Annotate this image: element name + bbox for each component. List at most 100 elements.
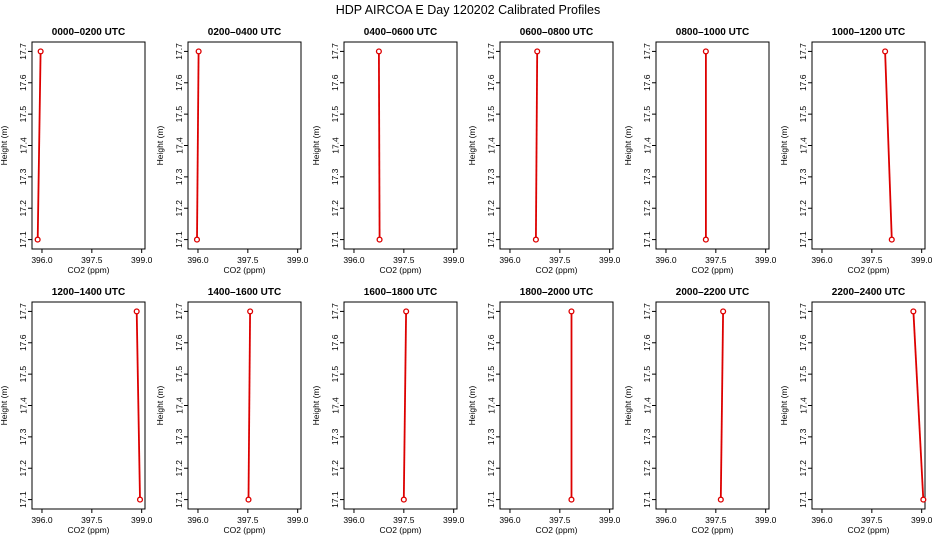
y-tick-label: 17.4 (330, 397, 340, 414)
x-tick-label: 397.5 (81, 515, 103, 525)
y-tick-label: 17.3 (18, 428, 28, 445)
plot-frame (343, 41, 458, 250)
data-point (532, 236, 539, 243)
y-tick-label: 17.2 (798, 200, 808, 217)
plot-frame (187, 301, 302, 510)
figure-title: HDP AIRCOA E Day 120202 Calibrated Profi… (336, 3, 600, 17)
y-tick-label: 17.6 (174, 334, 184, 351)
y-tick-label: 17.5 (486, 106, 496, 123)
x-tick-label: 397.5 (705, 255, 727, 265)
y-tick-label: 17.3 (174, 428, 184, 445)
y-tick-label: 17.1 (486, 491, 496, 508)
y-tick-label: 17.7 (18, 43, 28, 60)
x-axis-label: CO2 (ppm) (223, 525, 265, 535)
x-axis-label: CO2 (ppm) (379, 525, 421, 535)
data-point (193, 236, 201, 243)
x-tick-label: 396.0 (499, 255, 521, 265)
panel-8: 1400–1600 UTC 396.0 397.5 399.0 CO2 (ppm) 17.… (155, 287, 309, 535)
data-point (717, 496, 724, 503)
y-tick-label: 17.2 (174, 200, 184, 217)
panel-title: 0200–0400 UTC (208, 27, 281, 38)
x-tick-label: 396.0 (499, 515, 521, 525)
panel-11: 2000–2200 UTC 396.0 397.5 399.0 CO2 (ppm) 17.… (623, 287, 777, 535)
y-tick-label: 17.2 (486, 460, 496, 477)
x-axis-label: CO2 (ppm) (847, 525, 889, 535)
x-tick-label: 396.0 (31, 255, 53, 265)
y-tick-label: 17.4 (486, 137, 496, 154)
y-tick-label: 17.5 (798, 106, 808, 123)
y-tick-label: 17.3 (486, 428, 496, 445)
x-tick-label: 399.0 (911, 515, 933, 525)
x-tick-label: 399.0 (443, 255, 465, 265)
y-tick-label: 17.7 (18, 303, 28, 320)
x-axis-label: CO2 (ppm) (691, 525, 733, 535)
y-tick-label: 17.2 (486, 200, 496, 217)
y-axis-label: Height (m) (779, 126, 789, 166)
panel-title: 1600–1800 UTC (364, 287, 437, 298)
y-tick-label: 17.3 (798, 168, 808, 185)
x-tick-label: 397.5 (549, 515, 571, 525)
y-tick-label: 17.1 (642, 231, 652, 248)
panel-10: 1800–2000 UTC 396.0 397.5 399.0 CO2 (ppm) 17.… (467, 287, 621, 535)
y-tick-label: 17.4 (18, 137, 28, 154)
x-tick-label: 399.0 (755, 255, 777, 265)
plot-frame (499, 41, 614, 250)
x-tick-label: 397.5 (237, 255, 259, 265)
panel-1: 0000–0200 UTC 396.0 397.5 399.0 CO2 (ppm) 17.… (0, 27, 153, 275)
y-tick-label: 17.7 (174, 303, 184, 320)
plot-frame (811, 41, 926, 250)
panel-9: 1600–1800 UTC 396.0 397.5 399.0 CO2 (ppm) 17.… (311, 287, 465, 535)
x-axis-label: CO2 (ppm) (67, 525, 109, 535)
x-tick-label: 396.0 (655, 515, 677, 525)
panel-title: 2200–2400 UTC (832, 287, 905, 298)
y-tick-label: 17.2 (330, 200, 340, 217)
profile-line (402, 311, 407, 500)
plot-frame (187, 41, 302, 250)
y-tick-label: 17.2 (798, 460, 808, 477)
y-tick-label: 17.2 (642, 460, 652, 477)
panel-12: 2200–2400 UTC 396.0 397.5 399.0 CO2 (ppm) 17.… (779, 287, 933, 535)
y-tick-label: 17.5 (330, 366, 340, 383)
y-tick-label: 17.3 (798, 428, 808, 445)
y-tick-label: 17.5 (486, 366, 496, 383)
y-tick-label: 17.7 (798, 303, 808, 320)
y-axis-label: Height (m) (623, 386, 633, 426)
y-tick-label: 17.6 (642, 334, 652, 351)
data-point (245, 496, 252, 503)
data-point (702, 48, 709, 55)
y-tick-label: 17.1 (174, 491, 184, 508)
y-tick-label: 17.6 (18, 334, 28, 351)
y-tick-label: 17.5 (174, 106, 184, 123)
y-tick-label: 17.4 (486, 397, 496, 414)
y-tick-label: 17.5 (330, 106, 340, 123)
panel-7: 1200–1400 UTC 396.0 397.5 399.0 CO2 (ppm) 17.… (0, 287, 153, 535)
data-point (702, 236, 709, 243)
y-tick-label: 17.2 (642, 200, 652, 217)
y-tick-label: 17.6 (486, 334, 496, 351)
data-point (34, 236, 41, 243)
x-axis-label: CO2 (ppm) (691, 265, 733, 275)
data-point (376, 236, 383, 243)
data-point (534, 48, 541, 55)
x-tick-label: 396.0 (343, 255, 365, 265)
y-tick-label: 17.7 (642, 43, 652, 60)
profile-line (912, 311, 925, 500)
profile-line (719, 311, 724, 500)
y-tick-label: 17.6 (18, 74, 28, 91)
data-point (136, 496, 144, 503)
x-tick-label: 399.0 (755, 515, 777, 525)
data-point (910, 308, 917, 315)
profile-line (378, 51, 381, 240)
y-tick-label: 17.2 (174, 460, 184, 477)
data-point (133, 308, 140, 315)
data-point (400, 496, 407, 503)
y-tick-label: 17.5 (174, 366, 184, 383)
data-point (37, 48, 44, 55)
y-tick-label: 17.1 (798, 231, 808, 248)
y-tick-label: 17.6 (174, 74, 184, 91)
x-axis-label: CO2 (ppm) (847, 265, 889, 275)
y-axis-label: Height (m) (623, 126, 633, 166)
y-tick-label: 17.1 (486, 231, 496, 248)
x-tick-label: 399.0 (911, 255, 933, 265)
